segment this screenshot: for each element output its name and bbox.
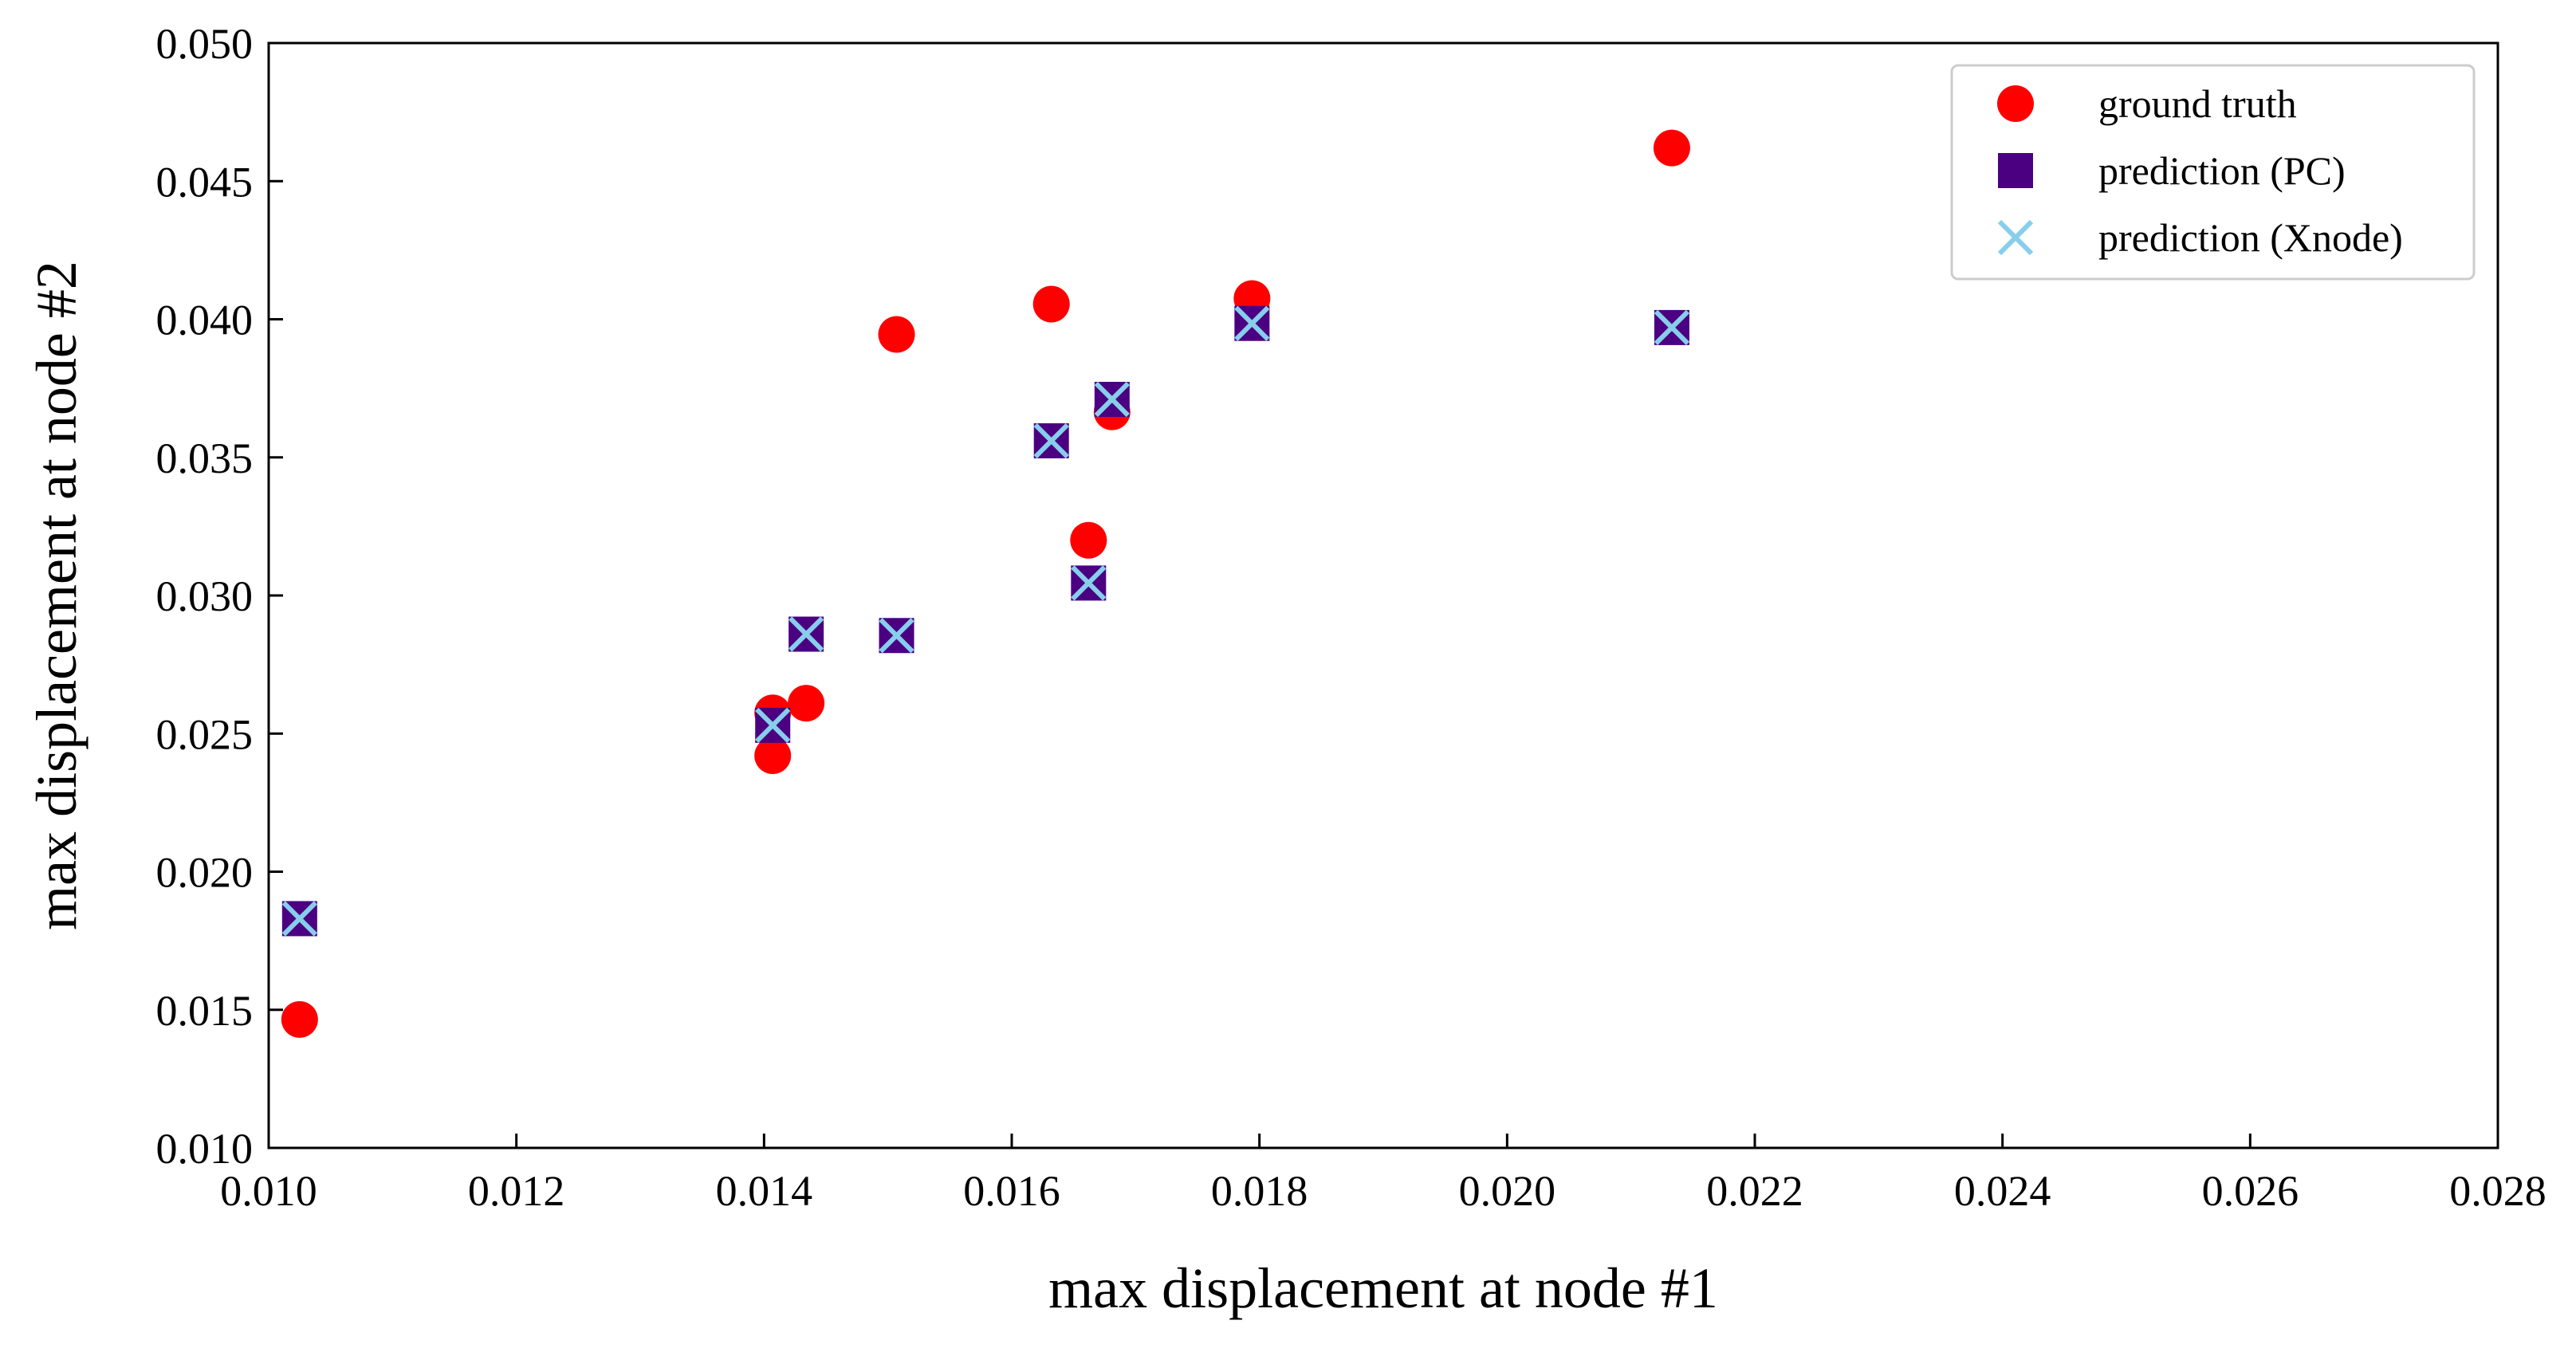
y-tick-label: 0.025 (156, 710, 254, 758)
y-tick-label: 0.050 (156, 20, 254, 68)
legend-box (1950, 64, 2476, 281)
ground-truth-point (281, 1000, 318, 1038)
ground-truth-point (1653, 129, 1690, 167)
y-tick-label: 0.015 (156, 987, 254, 1035)
ground-truth-point (878, 316, 915, 353)
xnode-prediction-point (879, 618, 914, 654)
x-tick-label: 0.014 (716, 1167, 813, 1215)
y-tick-label: 0.030 (156, 572, 254, 620)
legend-item-prediction-pc: prediction (PC) (1998, 148, 2346, 193)
y-tick-label: 0.045 (156, 158, 254, 206)
x-tick-label: 0.020 (1459, 1167, 1556, 1215)
y-axis-label: max displacement at node #2 (25, 261, 88, 930)
x-tick-label: 0.028 (2449, 1167, 2547, 1215)
y-tick-label: 0.010 (156, 1125, 254, 1173)
x-tick-label: 0.012 (468, 1167, 565, 1215)
xnode-prediction-point (281, 901, 317, 937)
series-group (281, 305, 1690, 937)
tick-layer: 0.010 0.012 0.014 0.016 0.018 0.020 0.022 0.024… (156, 20, 2547, 1215)
y-tick-label: 0.040 (156, 297, 254, 344)
legend-marker (1997, 219, 2034, 256)
x-tick-label: 0.022 (1706, 1167, 1803, 1215)
xnode-prediction-point (1654, 309, 1690, 346)
ground-truth-point (788, 685, 825, 722)
x-tick-label: 0.024 (1954, 1167, 2051, 1215)
y-tick-label: 0.020 (156, 849, 254, 897)
xnode-prediction-point (789, 616, 824, 652)
x-tick-label: 0.010 (220, 1167, 317, 1215)
x-tick-label: 0.018 (1211, 1167, 1308, 1215)
legend-item-prediction-xnode: prediction (Xnode) (1997, 215, 2403, 260)
xnode-prediction-point (1234, 305, 1270, 341)
series-group (281, 305, 1689, 937)
legend-items: ground truth prediction (PC) prediction (X… (1997, 81, 2403, 260)
x-tick-label: 0.026 (2202, 1167, 2299, 1215)
x-axis-label: max displacement at node #1 (1048, 1256, 1718, 1320)
xnode-prediction-point (755, 707, 791, 743)
ground-truth-point (1032, 285, 1070, 323)
plot-layer (281, 129, 1690, 1038)
legend-label: ground truth (2098, 81, 2297, 126)
legend-label: prediction (PC) (2098, 148, 2346, 193)
xnode-prediction-point (1094, 381, 1130, 418)
ground-truth-point (1070, 521, 1107, 559)
x-tick-label: 0.016 (963, 1167, 1060, 1215)
legend-marker (1998, 153, 2033, 188)
y-tick-label: 0.035 (156, 434, 254, 482)
series-group (281, 129, 1690, 1038)
xnode-prediction-point (1071, 565, 1107, 601)
xnode-prediction-point (1033, 422, 1069, 459)
legend-label: prediction (Xnode) (2098, 215, 2403, 260)
legend-item-ground-truth: ground truth (1997, 81, 2297, 126)
legend-marker (1997, 85, 2034, 122)
legend: ground truth prediction (PC) prediction (X… (1950, 64, 2476, 281)
ground-truth-point (754, 737, 792, 774)
